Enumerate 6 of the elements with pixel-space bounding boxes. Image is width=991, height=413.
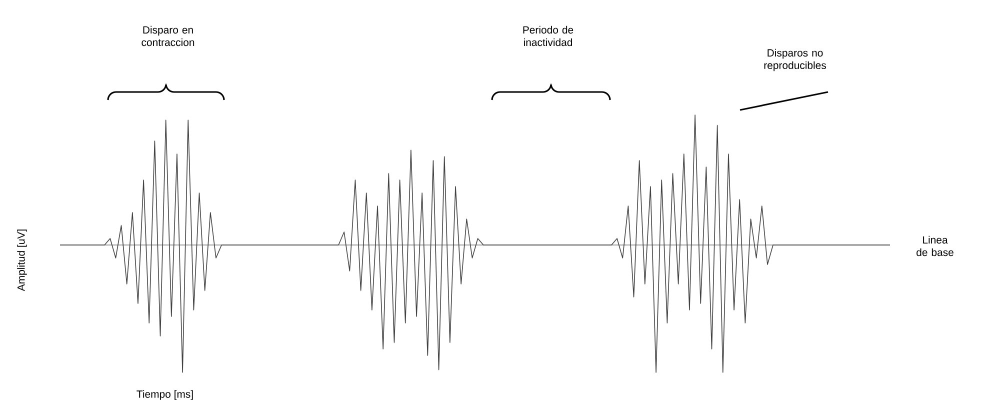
text: Linea de base	[916, 236, 954, 256]
text: Disparo en contraccion	[142, 26, 194, 46]
x-axis-title: Tiempo [ms]	[136, 390, 193, 400]
text: Periodo de inactividad	[523, 26, 574, 46]
y-axis-title: Amplitud [uV]	[17, 230, 27, 292]
text: Disparos no reproducibles	[764, 48, 826, 72]
